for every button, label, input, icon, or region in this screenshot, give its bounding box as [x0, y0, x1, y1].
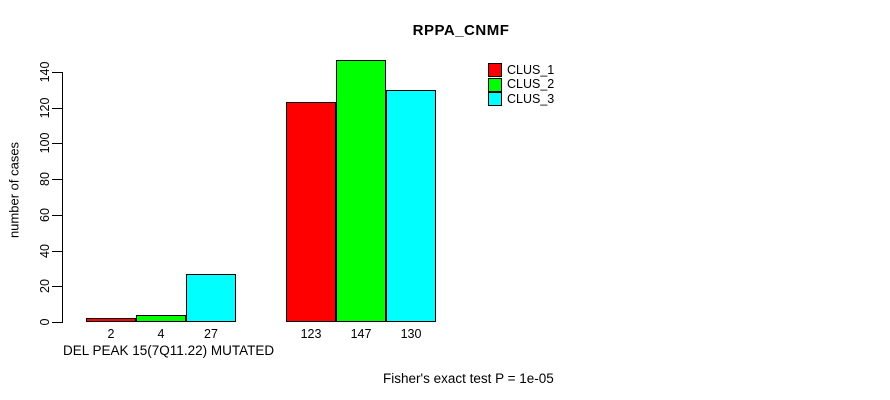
- y-axis-tick: [52, 250, 62, 252]
- legend-label: CLUS_2: [507, 77, 555, 92]
- bar-clus_2-group2: [336, 59, 386, 322]
- bar-clus_3-group1: [186, 273, 236, 322]
- bar-clus_1-group1: [86, 318, 136, 322]
- bar-value-label: 27: [204, 327, 218, 341]
- bar-value-label: 4: [157, 327, 165, 341]
- legend-item-clus_2: CLUS_2: [488, 77, 555, 93]
- bar-value-label: 147: [350, 327, 372, 341]
- y-axis-tick: [52, 179, 62, 181]
- footnote-fishers-test: Fisher's exact test P = 1e-05: [383, 371, 554, 386]
- legend: CLUS_1 CLUS_2 CLUS_3: [488, 63, 554, 107]
- legend-label: CLUS_3: [507, 91, 555, 106]
- legend-swatch-icon: [488, 63, 502, 78]
- y-axis-tick: [52, 322, 62, 323]
- y-axis-tick-label: 60: [38, 207, 52, 222]
- y-axis-line: [62, 72, 63, 323]
- y-axis-title: number of cases: [6, 141, 22, 239]
- y-axis-tick-label: 20: [38, 279, 52, 294]
- bar-value-label: 123: [300, 327, 322, 341]
- y-axis-tick: [52, 143, 62, 145]
- y-axis-tick: [52, 107, 62, 109]
- y-axis-tick-label: 80: [38, 172, 52, 187]
- y-axis-tick-label: 100: [38, 132, 52, 154]
- legend-swatch-icon: [488, 92, 502, 107]
- bar-value-label: 130: [400, 327, 422, 341]
- bar-clus_2-group1: [136, 314, 186, 322]
- y-axis-tick: [52, 286, 62, 288]
- legend-label: CLUS_1: [507, 62, 555, 77]
- y-axis-tick: [52, 72, 62, 73]
- bar-value-label: 2: [107, 327, 115, 341]
- legend-swatch-icon: [488, 77, 502, 92]
- y-axis-tick-label: 0: [38, 318, 52, 326]
- y-axis-tick: [52, 214, 62, 216]
- bar-clus_3-group2: [386, 89, 436, 322]
- legend-item-clus_3: CLUS_3: [488, 92, 554, 107]
- legend-item-clus_1: CLUS_1: [488, 63, 554, 78]
- chart-title: RPPA_CNMF: [412, 22, 510, 39]
- x-axis-label: DEL PEAK 15(7Q11.22) MUTATED: [63, 343, 275, 358]
- y-axis-tick-label: 120: [38, 97, 52, 119]
- y-axis-tick-label: 40: [38, 243, 52, 258]
- y-axis-tick-label: 140: [38, 61, 52, 83]
- bar-clus_1-group2: [286, 102, 336, 322]
